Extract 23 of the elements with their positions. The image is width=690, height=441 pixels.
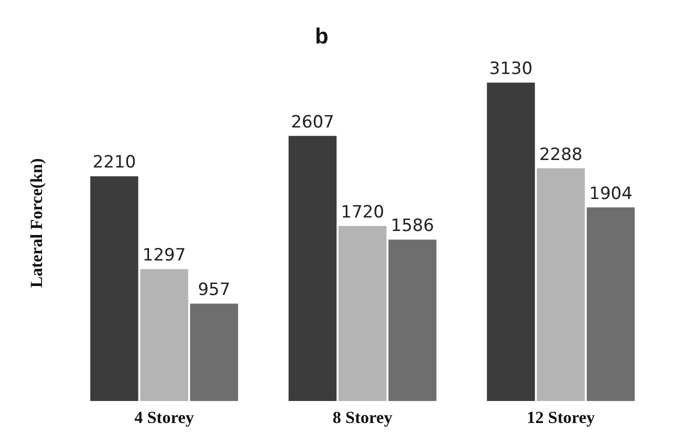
data-label: 3130	[489, 59, 533, 80]
x-tick-label: 8 Storey	[332, 408, 393, 427]
data-label: 2288	[539, 144, 582, 165]
data-label: 1586	[390, 216, 434, 236]
bar	[190, 304, 238, 401]
data-label: 2607	[290, 112, 334, 132]
x-tick-label: 4 Storey	[134, 408, 194, 427]
bar	[140, 269, 188, 401]
bar	[536, 168, 585, 401]
data-label: 957	[198, 280, 230, 300]
y-axis-title: Lateral Force(kn)	[27, 158, 46, 288]
bar	[288, 136, 337, 401]
bar	[338, 226, 386, 401]
chart-title: b	[315, 24, 328, 48]
x-tick-label: 12 Storey	[526, 408, 596, 427]
data-label: 1720	[340, 202, 384, 223]
bar	[90, 176, 138, 401]
data-label: 1904	[589, 184, 632, 204]
data-label: 2210	[92, 152, 136, 173]
bar	[388, 240, 436, 401]
bar	[486, 82, 535, 401]
bar	[586, 207, 635, 401]
data-label: 1297	[142, 246, 186, 266]
